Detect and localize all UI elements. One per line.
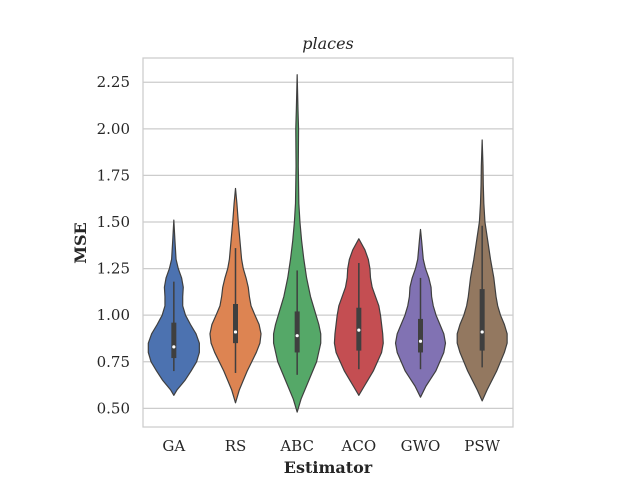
chart-title: places — [302, 34, 354, 53]
x-tick-label: GA — [162, 437, 185, 455]
violin-body — [272, 74, 322, 413]
violin-abc — [272, 74, 322, 413]
violin-iqr-box — [233, 304, 238, 344]
x-tick-label: PSW — [464, 437, 500, 455]
y-tick-label: 0.75 — [97, 353, 130, 371]
violins — [147, 74, 508, 413]
violin-ga — [147, 219, 200, 396]
violin-iqr-box — [418, 318, 423, 353]
grid-lines — [143, 81, 513, 409]
y-tick-label: 1.00 — [97, 306, 130, 324]
x-axis-title: Estimator — [284, 458, 373, 477]
violin-aco — [333, 238, 384, 396]
violin-median — [480, 330, 484, 334]
y-tick-label: 1.25 — [97, 260, 130, 278]
violin-median — [233, 330, 238, 334]
x-tick-label: ACO — [341, 437, 377, 455]
violin-iqr-box — [294, 311, 300, 353]
y-tick-label: 1.50 — [97, 213, 130, 231]
violin-median — [172, 345, 176, 349]
violin-rs — [209, 187, 262, 404]
violin-iqr-box — [171, 322, 177, 359]
y-tick-label: 2.00 — [97, 120, 130, 138]
plot-frame — [142, 57, 514, 428]
y-tick-label: 2.25 — [97, 73, 130, 91]
violin-median — [418, 339, 423, 343]
violin-iqr-box — [479, 289, 485, 351]
x-tick-label: RS — [225, 437, 247, 455]
y-axis-title: MSE — [71, 222, 90, 263]
x-tick-label: GWO — [401, 437, 441, 455]
violin-psw — [456, 139, 508, 402]
x-tick-labels: GA RS ABC ACO GWO PSW — [162, 437, 500, 455]
violin-median — [295, 334, 299, 338]
violin-median — [357, 328, 361, 332]
x-tick-label: ABC — [279, 437, 314, 455]
y-tick-label: 1.75 — [97, 166, 130, 184]
y-tick-labels: 0.50 0.75 1.00 1.25 1.50 1.75 2.00 2.25 — [97, 73, 130, 417]
violin-gwo — [394, 228, 447, 398]
y-tick-label: 0.50 — [97, 399, 130, 417]
